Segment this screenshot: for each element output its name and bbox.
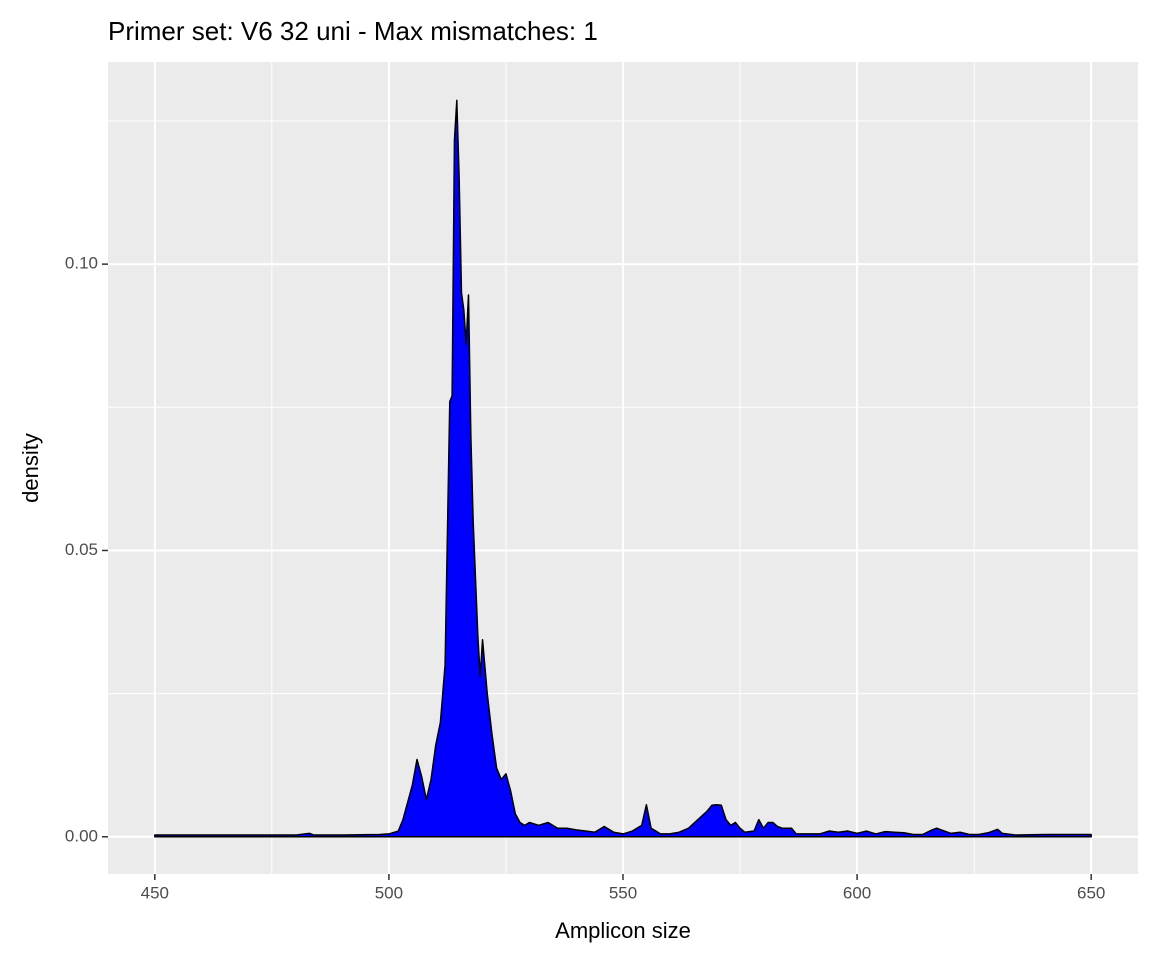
chart-title: Primer set: V6 32 uni - Max mismatches: … [108,16,598,46]
x-tick-label: 650 [1077,883,1105,902]
density-area [154,99,1092,838]
y-tick-label: 0.10 [65,254,98,273]
y-axis-label: density [18,433,43,503]
y-tick-label: 0.05 [65,540,98,559]
x-tick-label: 450 [141,883,169,902]
x-tick-label: 600 [843,883,871,902]
x-tick-label: 500 [375,883,403,902]
x-axis-label: Amplicon size [555,918,691,943]
x-tick-label: 550 [609,883,637,902]
y-tick-label: 0.00 [65,826,98,845]
